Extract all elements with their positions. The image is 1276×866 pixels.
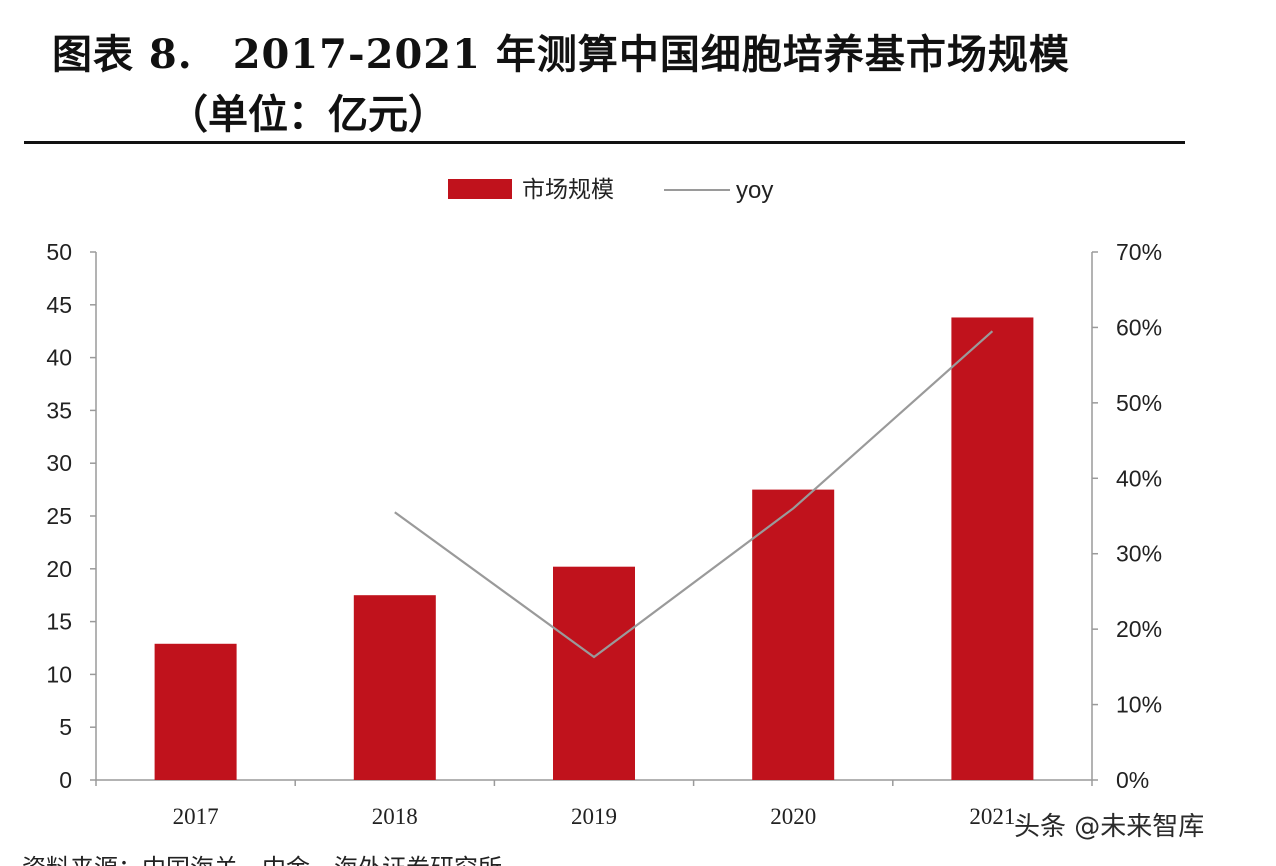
- tick-labels: 0 5 10 15 20 25 30 35 40 45 50 0% 10% 20% 30% 40% 50% 60%…: [46, 239, 1162, 829]
- left-tick-label: 5: [59, 714, 72, 740]
- legend-line-label: yoy: [736, 177, 773, 204]
- right-tick-label: 20%: [1116, 616, 1162, 642]
- chart-title-unit: （单位：亿元）: [168, 91, 448, 138]
- bar: [353, 595, 436, 780]
- x-tick-label: 2019: [571, 804, 617, 829]
- left-tick-label: 10: [46, 661, 72, 687]
- left-tick-label: 15: [46, 609, 72, 635]
- bar: [752, 489, 835, 780]
- right-tick-label: 40%: [1116, 465, 1162, 491]
- bar: [154, 643, 237, 780]
- x-tick-label: 2021: [969, 804, 1015, 829]
- right-tick-label: 0%: [1116, 767, 1149, 793]
- source-note-cut: 资料来源：中国海关，中金，海外证券研究所: [22, 852, 722, 866]
- right-tick-label: 50%: [1116, 390, 1162, 416]
- left-tick-label: 20: [46, 556, 72, 582]
- left-tick-label: 0: [59, 767, 72, 793]
- right-tick-label: 70%: [1116, 239, 1162, 265]
- legend-bar-label: 市场规模: [522, 177, 614, 203]
- source-note: 资料来源：中国海关，中金，海外证券研究所: [22, 852, 722, 866]
- left-tick-label: 50: [46, 239, 72, 265]
- bar: [951, 317, 1034, 780]
- left-tick-label: 25: [46, 503, 72, 529]
- right-tick-label: 30%: [1116, 541, 1162, 567]
- watermark: 头条 @未来智库: [1014, 812, 1205, 842]
- bar: [553, 566, 635, 780]
- x-tick-label: 2020: [770, 804, 816, 829]
- x-tick-label: 2018: [372, 804, 418, 829]
- left-tick-label: 35: [46, 397, 72, 423]
- left-tick-label: 40: [46, 345, 72, 371]
- figure-number: 图表 8.: [52, 31, 193, 78]
- chart-title-main: 2017-2021 年测算中国细胞培养基市场规模: [232, 31, 1070, 78]
- left-tick-label: 30: [46, 450, 72, 476]
- right-tick-label: 60%: [1116, 314, 1162, 340]
- yoy-line: [394, 330, 994, 659]
- legend: 市场规模 yoy: [448, 177, 773, 204]
- right-tick-label: 10%: [1116, 692, 1162, 718]
- yoy-series: [394, 330, 994, 659]
- x-tick-label: 2017: [173, 804, 219, 829]
- legend-bar-swatch: [448, 179, 512, 199]
- chart-title: 图表 8. 2017-2021 年测算中国细胞培养基市场规模: [52, 22, 1070, 80]
- left-tick-label: 45: [46, 292, 72, 318]
- title-divider: [24, 141, 1185, 144]
- bar-series: [154, 317, 1034, 780]
